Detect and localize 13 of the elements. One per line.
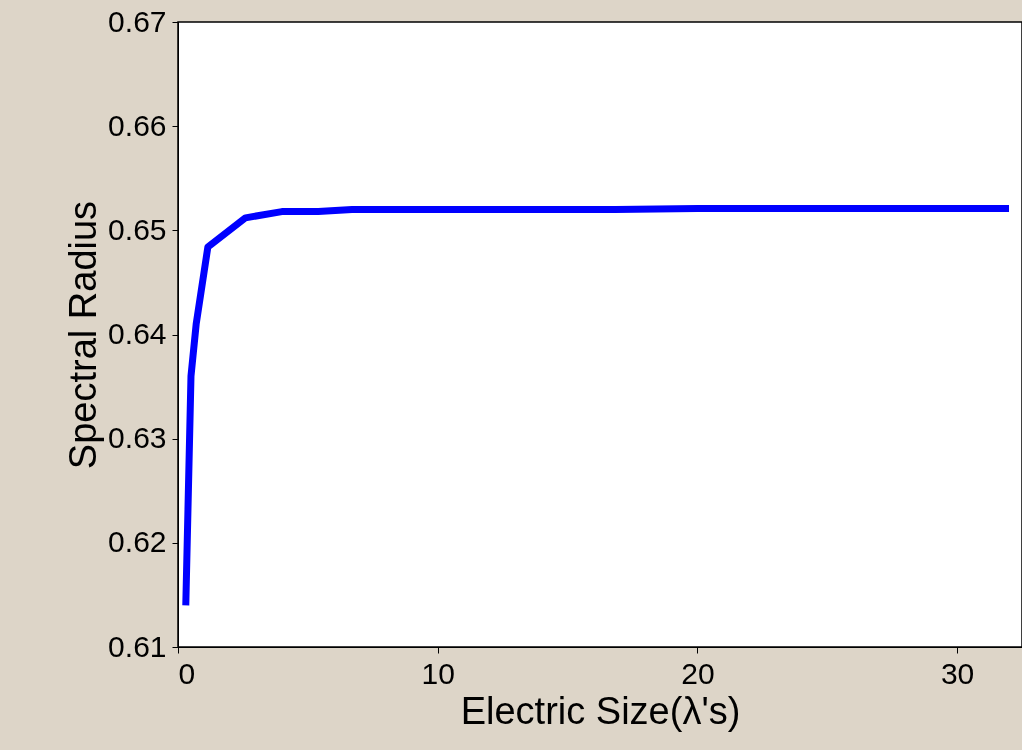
x-tick-label: 20	[681, 656, 715, 690]
x-tick-label: 0	[178, 656, 196, 690]
x-axis-title: Electric Size(λ's)	[460, 689, 741, 732]
y-tick-label: 0.62	[108, 525, 167, 559]
y-tick-label: 0.65	[108, 212, 167, 246]
y-tick-label: 0.63	[108, 421, 167, 455]
x-tick-label: 10	[421, 656, 455, 690]
y-tick-label: 0.64	[108, 317, 167, 350]
x-tick-label: 30	[940, 656, 975, 690]
y-axis-title: Spectral Radius	[62, 200, 105, 470]
y-tick-label: 0.66	[108, 108, 167, 142]
y-tick-label: 0.67	[108, 4, 167, 38]
y-tick-label: 0.61	[108, 629, 167, 663]
